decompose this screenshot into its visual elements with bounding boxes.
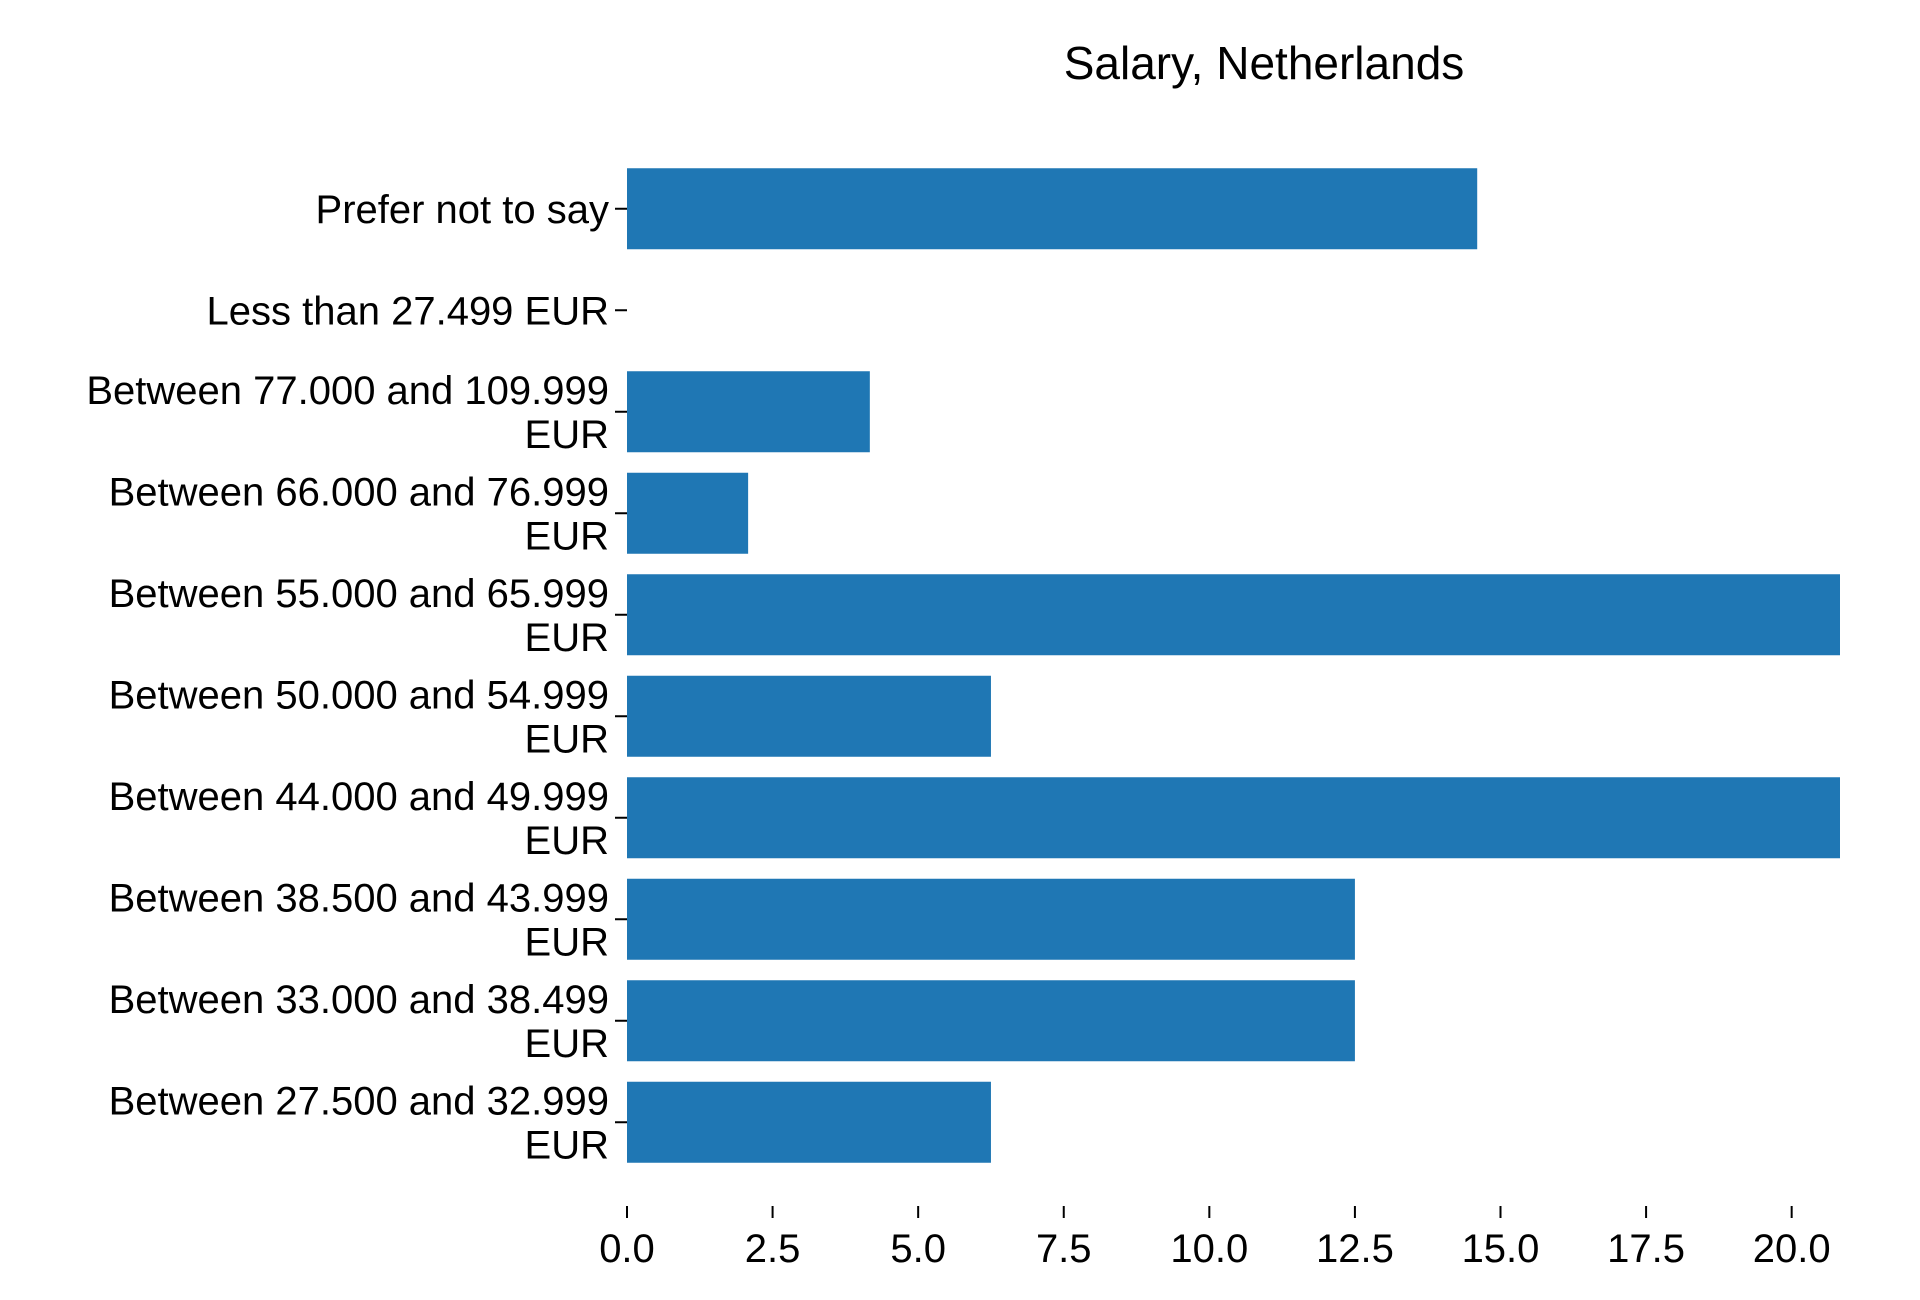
x-tick-label: 20.0 [1753,1227,1831,1271]
y-tick-label-line: Between 38.500 and 43.999 [109,876,609,920]
y-tick-label-line: EUR [525,717,609,761]
y-tick-label-line: EUR [525,1022,609,1066]
y-tick-label-line: Prefer not to say [316,188,609,232]
y-tick-label-line: Less than 27.499 EUR [207,289,609,333]
y-tick-label: Between 77.000 and 109.999 EUR [86,369,609,457]
y-tick-label-line: EUR [525,413,609,457]
y-tick-label: Between 55.000 and 65.999 EUR [109,572,609,660]
x-tick-label: 12.5 [1316,1227,1394,1271]
bars-layer [627,168,1840,1163]
y-tick-label-line: EUR [525,514,609,558]
y-tick-label-line: Between 33.000 and 38.499 [109,978,609,1022]
y-tick-label-line: Between 66.000 and 76.999 [109,470,609,514]
y-tick-label-line: EUR [525,616,609,660]
y-tick-label: Prefer not to say [316,188,609,232]
x-tick-label: 2.5 [745,1227,801,1271]
bar [627,472,749,554]
bar [627,980,1355,1062]
x-tick-label: 5.0 [890,1227,946,1271]
x-tick-label: 7.5 [1036,1227,1092,1271]
bar [627,878,1355,960]
y-tick-label: Between 27.500 and 32.999 EUR [109,1079,609,1167]
y-tick-label-line: Between 55.000 and 65.999 [109,572,609,616]
x-tick-label: 17.5 [1607,1227,1685,1271]
y-tick-label: Less than 27.499 EUR [207,289,609,333]
y-tick-label-line: Between 50.000 and 54.999 [109,673,609,717]
x-axis: 0.0 2.5 5.0 7.5 10.0 12.5 15.0 17.5 20.0 [599,1206,1831,1271]
y-tick-label-line: Between 44.000 and 49.999 [109,775,609,819]
y-tick-label: Between 33.000 and 38.499 EUR [109,978,609,1066]
x-tick-label: 10.0 [1170,1227,1248,1271]
y-tick-label: Between 38.500 and 43.999 EUR [109,876,609,964]
x-tick-label: 0.0 [599,1227,655,1271]
y-tick-label: Between 66.000 and 76.999 EUR [109,470,609,558]
chart-title: Salary, Netherlands [1064,37,1465,89]
y-tick-label-line: Between 77.000 and 109.999 [86,369,609,413]
bar [627,777,1840,859]
y-tick-label-line: EUR [525,1123,609,1167]
y-tick-label: Between 44.000 and 49.999 EUR [109,775,609,863]
y-tick-label: Between 50.000 and 54.999 EUR [109,673,609,761]
bar [627,675,991,757]
y-tick-label-line: Between 27.500 and 32.999 [109,1079,609,1123]
bar [627,371,870,453]
bar [627,168,1478,250]
x-tick-label: 15.0 [1462,1227,1540,1271]
y-axis: Prefer not to say Less than 27.499 EUR Bet… [86,188,627,1167]
y-tick-label-line: EUR [525,819,609,863]
bar [627,574,1840,656]
bar [627,1081,991,1163]
y-tick-label-line: EUR [525,920,609,964]
